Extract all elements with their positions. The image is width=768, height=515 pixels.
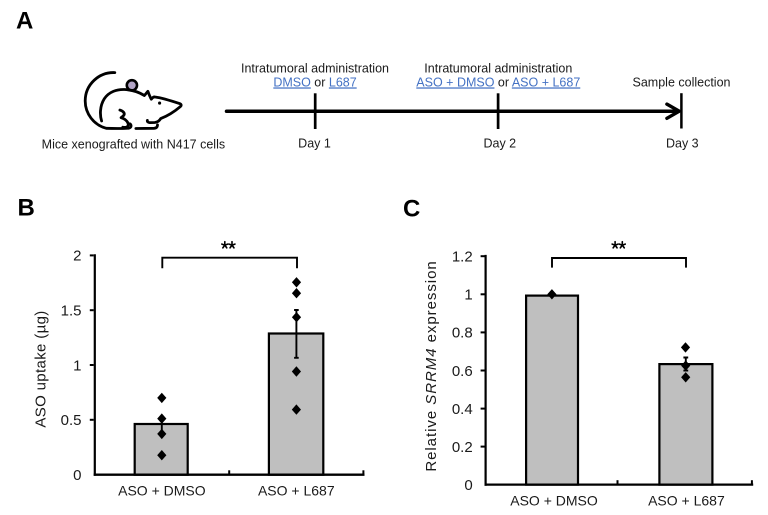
svg-text:2: 2	[73, 248, 81, 265]
svg-text:Day 1: Day 1	[298, 137, 331, 151]
svg-text:ASO + DMSO: ASO + DMSO	[510, 492, 598, 508]
svg-text:ASO + L687: ASO + L687	[648, 492, 725, 508]
svg-text:0.2: 0.2	[452, 439, 473, 456]
svg-text:1.2: 1.2	[452, 249, 473, 266]
svg-text:1: 1	[464, 287, 472, 304]
svg-text:0.6: 0.6	[452, 363, 473, 380]
svg-text:ASO + DMSO: ASO + DMSO	[118, 482, 206, 498]
svg-text:0.8: 0.8	[452, 325, 473, 342]
svg-text:0.4: 0.4	[452, 401, 473, 418]
svg-text:0: 0	[73, 467, 81, 484]
svg-text:Day 3: Day 3	[666, 137, 699, 151]
svg-text:0: 0	[464, 477, 472, 494]
svg-text:Relative SRRM4 expression: Relative SRRM4 expression	[423, 260, 440, 471]
svg-text:0.5: 0.5	[61, 412, 82, 429]
svg-text:Mice xenografted with N417 cel: Mice xenografted with N417 cells	[42, 138, 225, 152]
svg-text:Sample collection: Sample collection	[633, 75, 731, 89]
svg-text:ASO + DMSO or ASO + L687: ASO + DMSO or ASO + L687	[416, 75, 580, 89]
svg-text:Intratumoral administration: Intratumoral administration	[424, 61, 572, 75]
svg-text:B: B	[18, 195, 35, 222]
svg-text:1.5: 1.5	[61, 303, 82, 320]
svg-text:Day 2: Day 2	[483, 137, 516, 151]
svg-text:A: A	[16, 8, 33, 35]
svg-text:ASO uptake (µg): ASO uptake (µg)	[33, 310, 50, 427]
svg-text:DMSO or L687: DMSO or L687	[273, 75, 356, 89]
svg-text:C: C	[403, 196, 420, 223]
svg-text:ASO + L687: ASO + L687	[258, 482, 335, 498]
svg-text:1: 1	[73, 357, 81, 374]
svg-text:Intratumoral administration: Intratumoral administration	[241, 61, 389, 75]
